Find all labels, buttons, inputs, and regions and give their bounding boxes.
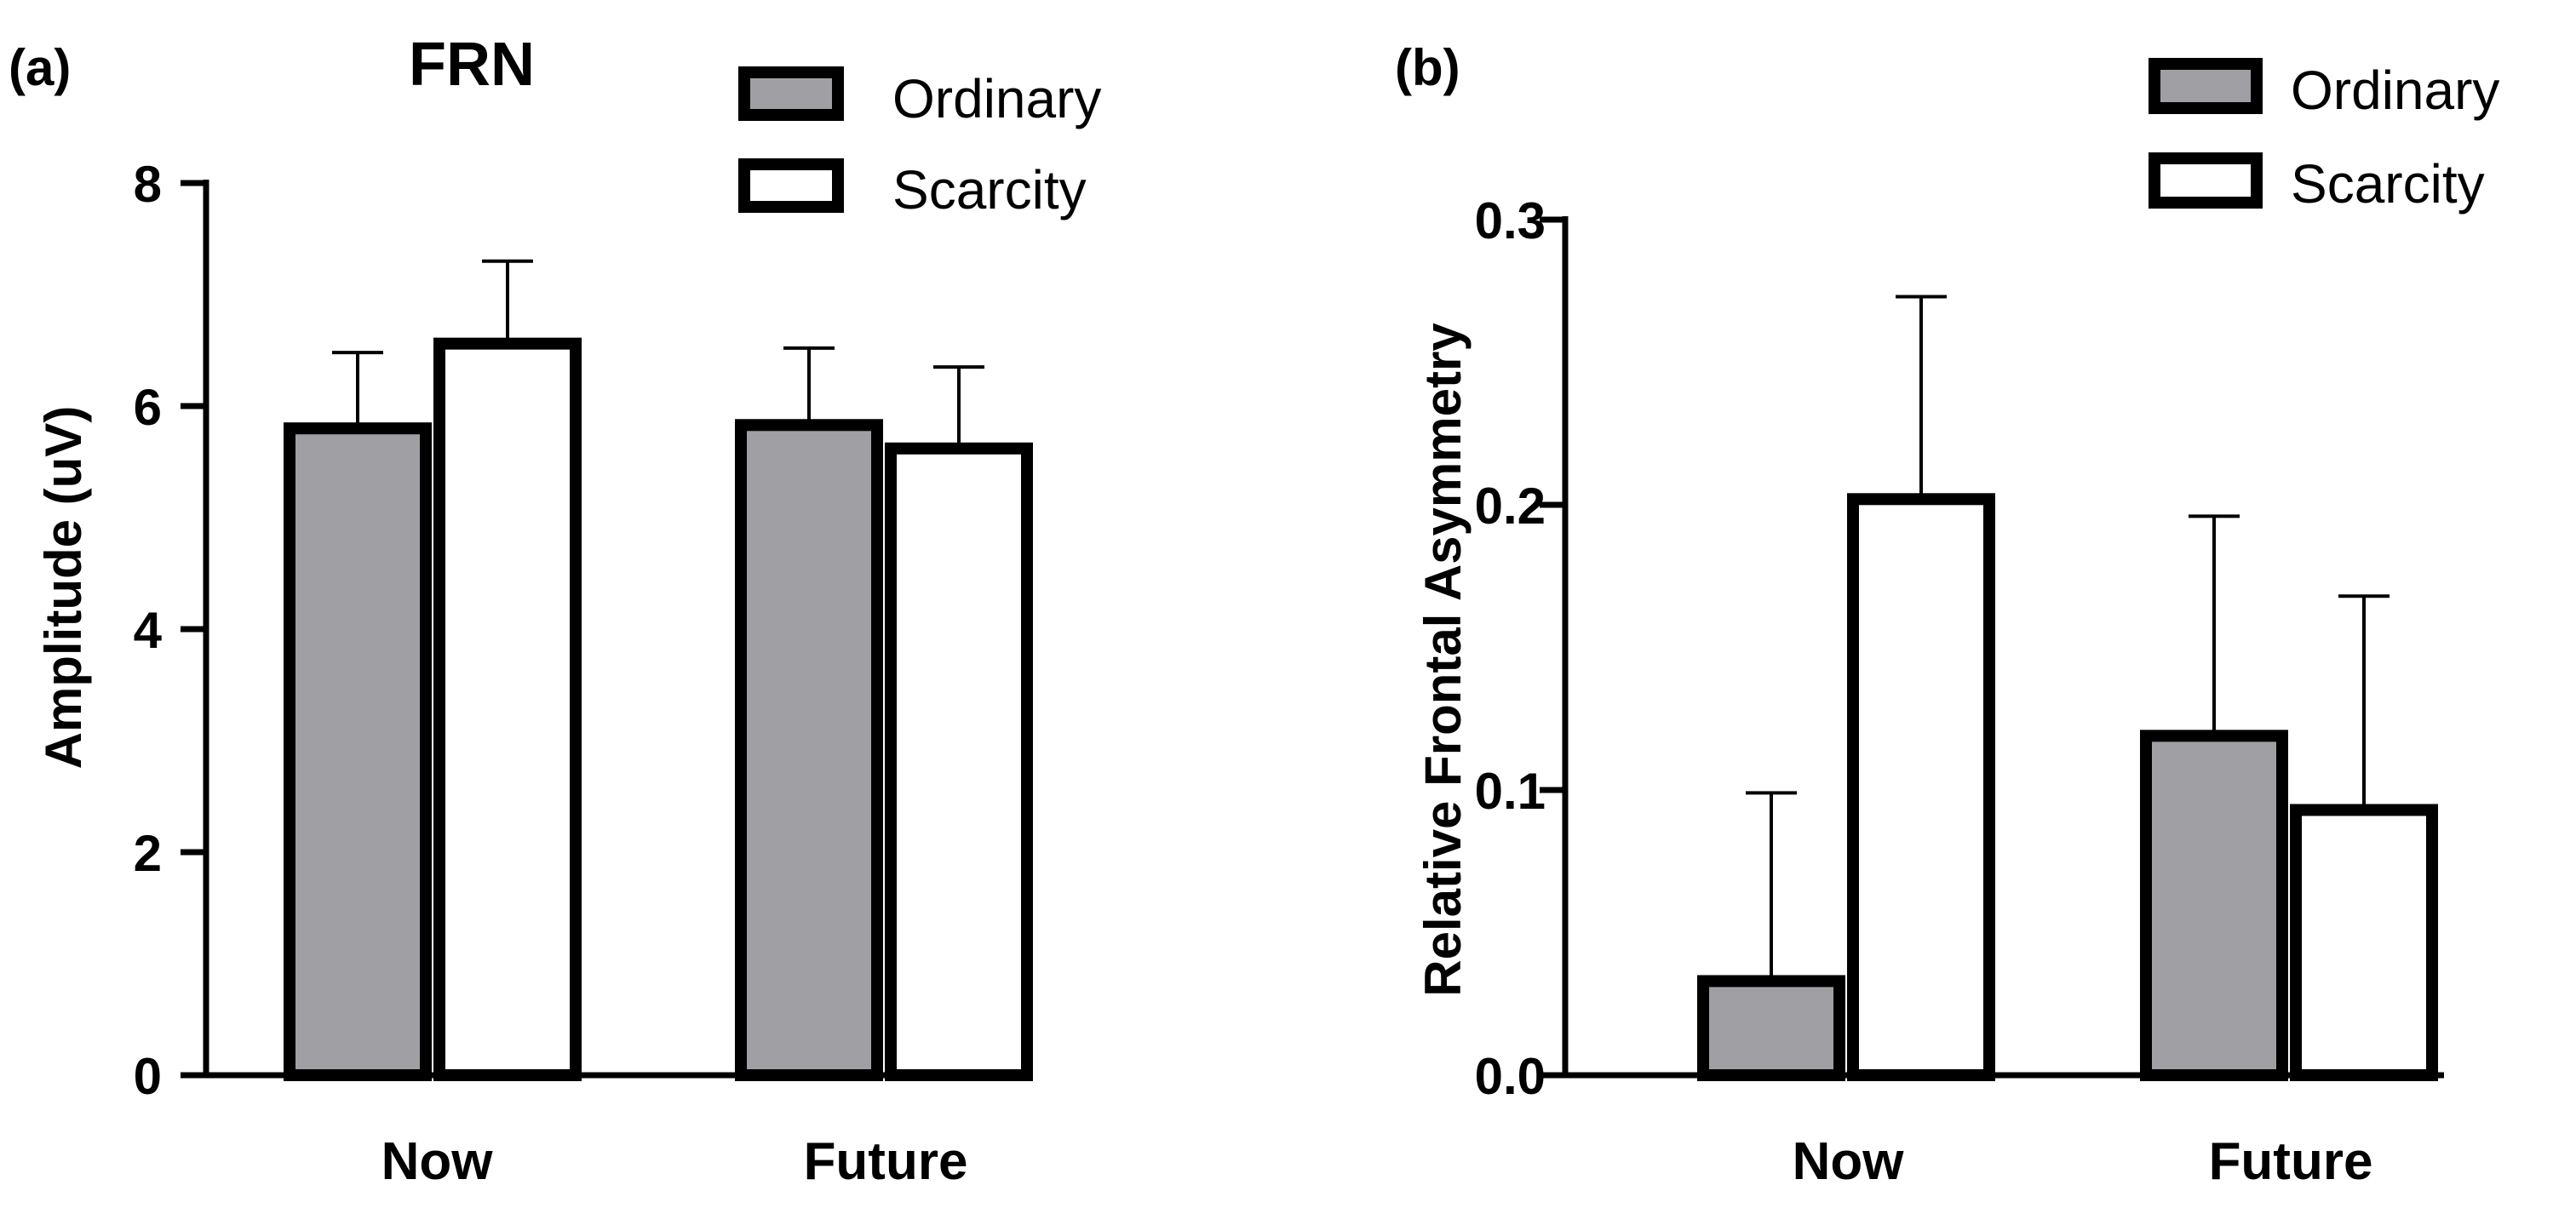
- legend-label-ordinary-a: Ordinary: [892, 68, 1101, 129]
- chart-title: FRN: [409, 31, 535, 99]
- chart-panel-a: (a) FRN Amplitude (uV) Ordinary Scarcity…: [9, 31, 1101, 1191]
- legend-swatch-ordinary-a: [738, 66, 844, 121]
- category-label-now-b: Now: [1793, 1132, 1905, 1191]
- category-label-future-b: Future: [2209, 1132, 2373, 1191]
- bar-ordinary-future-b: [2140, 730, 2288, 1081]
- bar-scarcity-future-b: [2290, 804, 2438, 1081]
- legend-label-scarcity-a: Scarcity: [892, 159, 1087, 220]
- plot-area-a: 0 2 4 6 8: [134, 156, 1033, 1105]
- legend-label-scarcity-b: Scarcity: [2291, 153, 2485, 215]
- bar-scarcity-future-a: [885, 442, 1033, 1081]
- legend-b: Ordinary Scarcity: [2149, 58, 2499, 215]
- y-tick-label-a: 4: [134, 602, 163, 659]
- y-tick-label-b: 0.0: [1475, 1048, 1546, 1105]
- chart-panel-b: (b) Relative Frontal Asymmetry Ordinary …: [1395, 39, 2499, 1191]
- category-label-future-a: Future: [804, 1132, 968, 1191]
- bar-scarcity-now-b: [1847, 493, 1995, 1081]
- bar-scarcity-now-a: [433, 337, 582, 1081]
- y-axis-title-a: Amplitude (uV): [35, 406, 92, 770]
- legend-swatch-scarcity-b: [2149, 152, 2263, 209]
- bar-ordinary-now-a: [284, 422, 432, 1081]
- y-tick-label-a: 0: [134, 1048, 162, 1105]
- legend-label-ordinary-b: Ordinary: [2291, 60, 2499, 121]
- y-tick-label-b: 0.3: [1475, 192, 1546, 249]
- legend-a: Ordinary Scarcity: [738, 66, 1101, 220]
- y-tick-label-a: 8: [134, 156, 162, 213]
- bar-ordinary-future-a: [735, 419, 883, 1081]
- y-tick-label-b: 0.1: [1475, 763, 1546, 820]
- y-tick-label-a: 6: [134, 379, 162, 436]
- y-tick-label-b: 0.2: [1475, 478, 1546, 535]
- legend-swatch-scarcity-a: [738, 158, 844, 213]
- y-axis-title-b: Relative Frontal Asymmetry: [1414, 323, 1472, 997]
- legend-swatch-ordinary-b: [2149, 58, 2263, 114]
- panel-label-a: (a): [9, 39, 71, 96]
- y-tick-label-a: 2: [134, 825, 162, 882]
- bar-ordinary-now-b: [1697, 975, 1845, 1081]
- category-label-now-a: Now: [382, 1132, 494, 1191]
- plot-area-b: 0.0 0.1 0.2 0.3: [1475, 192, 2444, 1105]
- panel-label-b: (b): [1395, 39, 1460, 96]
